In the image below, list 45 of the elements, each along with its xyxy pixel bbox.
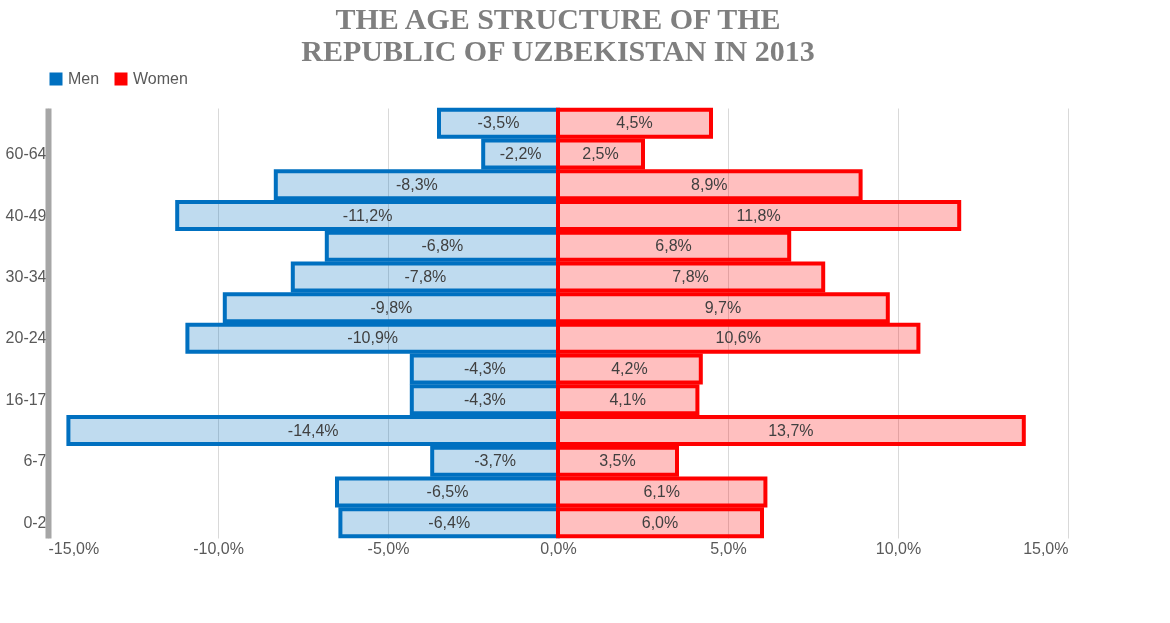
data-label: -6,8% <box>421 237 464 255</box>
data-label: 3,5% <box>599 452 636 470</box>
x-tick-label: 0,0% <box>540 539 577 557</box>
x-tick-label: 5,0% <box>710 539 747 557</box>
y-tick-label: 20-24 <box>5 329 47 347</box>
data-label: -6,5% <box>426 482 469 500</box>
data-label: 6,8% <box>655 237 692 255</box>
data-label: -9,8% <box>370 298 413 316</box>
data-label: -11,2% <box>342 206 393 224</box>
legend-label: Women <box>133 70 188 87</box>
y-tick-label: 40-49 <box>5 206 47 224</box>
x-tick-label: -15,0% <box>48 539 100 557</box>
legend-label: Men <box>68 70 100 87</box>
y-tick-label: 16-17 <box>5 390 47 408</box>
data-label: 8,9% <box>691 175 728 193</box>
data-label: 10,6% <box>715 329 761 347</box>
data-label: -10,9% <box>347 329 399 347</box>
data-label: 4,1% <box>609 390 646 408</box>
data-label: 4,5% <box>616 114 653 132</box>
data-label: 13,7% <box>768 421 814 439</box>
y-tick-label: 0-2 <box>23 513 47 531</box>
data-label: -8,3% <box>396 175 438 193</box>
data-label: 2,5% <box>582 145 619 163</box>
y-tick-label: 30-34 <box>5 267 47 285</box>
x-tick-label: -10,0% <box>193 539 244 557</box>
data-label: -2,2% <box>499 145 542 163</box>
data-label: -7,8% <box>404 267 447 285</box>
y-tick-label: 60-64 <box>5 145 47 163</box>
y-tick-label: 6-7 <box>23 452 47 470</box>
data-label: 9,7% <box>704 298 742 316</box>
data-label: 6,1% <box>643 482 680 500</box>
data-label: 11,8% <box>736 206 781 224</box>
data-label: -4,3% <box>464 390 506 408</box>
data-label: -3,7% <box>474 452 516 470</box>
x-tick-label: -5,0% <box>367 539 410 557</box>
data-label: 7,8% <box>672 267 709 285</box>
x-tick-label: 10,0% <box>875 539 922 557</box>
chart-title: THE AGE STRUCTURE OF THE REPUBLIC OF UZBEKISTAN IN 2013 <box>301 2 815 67</box>
data-label: -6,4% <box>428 513 471 531</box>
data-label: -4,3% <box>464 360 506 378</box>
data-label: 6,0% <box>641 513 679 531</box>
x-tick-label: 15,0% <box>1023 539 1069 557</box>
data-label: -14,4% <box>287 421 339 439</box>
data-label: 4,2% <box>611 360 648 378</box>
data-label: -3,5% <box>477 114 520 132</box>
